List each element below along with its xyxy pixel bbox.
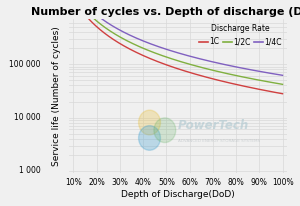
1C — [196, 74, 200, 76]
1/2C — [276, 82, 279, 85]
1/4C — [281, 74, 284, 77]
1/2C — [172, 58, 176, 61]
1/2C — [243, 76, 247, 78]
1/4C — [171, 50, 175, 53]
1/2C — [171, 58, 175, 60]
Text: 100 000: 100 000 — [9, 60, 40, 69]
1C — [243, 85, 247, 88]
Ellipse shape — [139, 110, 160, 135]
Title: Number of cycles vs. Depth of discharge (DoD): Number of cycles vs. Depth of discharge … — [31, 7, 300, 17]
Line: 1C: 1C — [73, 0, 283, 94]
Line: 1/4C: 1/4C — [73, 0, 283, 75]
Text: 10 000: 10 000 — [14, 113, 40, 122]
Y-axis label: Service life (Number of cycles): Service life (Number of cycles) — [52, 26, 61, 166]
1C — [276, 92, 279, 94]
1/4C — [196, 57, 200, 60]
1C — [172, 66, 176, 69]
1/4C — [276, 73, 279, 76]
1/2C — [196, 65, 200, 68]
X-axis label: Depth of Discharge(DoD): Depth of Discharge(DoD) — [121, 190, 235, 199]
1/2C — [281, 83, 284, 85]
1C — [171, 66, 175, 68]
Ellipse shape — [139, 126, 160, 150]
Text: 1 000: 1 000 — [19, 166, 40, 176]
1C — [185, 70, 188, 73]
1/4C — [185, 54, 188, 56]
1/4C — [243, 67, 247, 70]
Text: ADVANCED ENERGY STORAGE SYSTEMS: ADVANCED ENERGY STORAGE SYSTEMS — [178, 139, 260, 143]
Text: PowerTech: PowerTech — [178, 119, 249, 132]
Line: 1/2C: 1/2C — [73, 0, 283, 84]
1/2C — [185, 62, 188, 64]
Legend: 1C, 1/2C, 1/4C: 1C, 1/2C, 1/4C — [197, 23, 284, 48]
1C — [281, 92, 284, 95]
Ellipse shape — [154, 118, 176, 143]
1/4C — [172, 50, 176, 53]
